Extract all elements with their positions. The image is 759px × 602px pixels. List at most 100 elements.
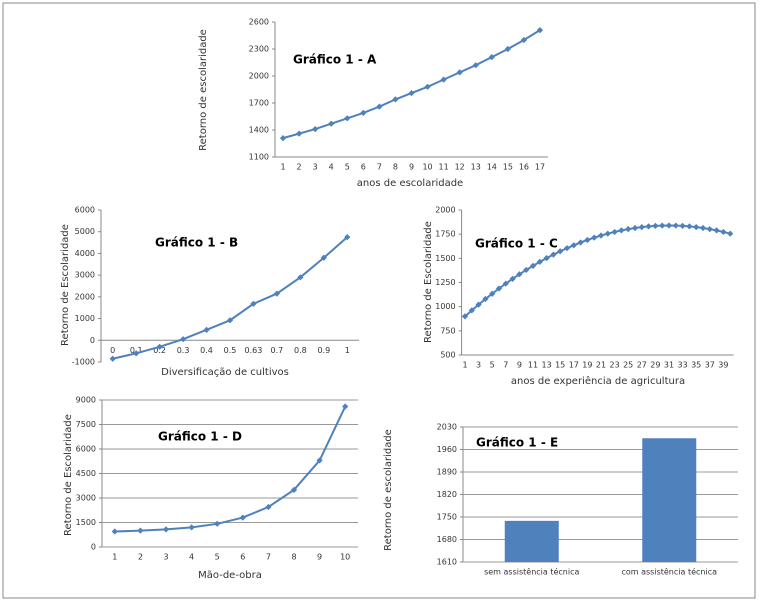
chart-title: Gráfico 1 - E	[476, 436, 558, 450]
x-tick-label: 3	[313, 163, 318, 172]
x-tick-label: 17	[535, 163, 545, 172]
x-tick-label: 25	[623, 361, 633, 370]
y-tick-label: 3000	[75, 271, 95, 280]
chart-title: Gráfico 1 - C	[475, 237, 558, 251]
marker	[563, 245, 571, 252]
marker	[584, 236, 591, 244]
x-tick-label: 2	[297, 163, 302, 172]
marker	[475, 301, 482, 308]
y-tick-label: 1750	[437, 513, 457, 522]
marker	[468, 307, 475, 314]
marker	[214, 520, 221, 527]
marker	[502, 280, 509, 287]
y-tick-label: 1000	[435, 302, 455, 311]
x-tick-label: 15	[503, 163, 513, 172]
x-tick-label: 9	[317, 553, 322, 562]
marker	[520, 36, 528, 44]
x-tick-label: 1	[345, 346, 350, 355]
marker	[665, 222, 673, 229]
x-tick-label: 1	[280, 163, 285, 172]
marker	[328, 120, 335, 127]
y-axis-label: Retorno de Escolaridade	[60, 224, 71, 346]
line	[282, 29, 541, 140]
x-tick-label: 39	[718, 361, 728, 370]
marker	[312, 125, 319, 133]
y-tick-label: 3000	[76, 494, 96, 503]
x-tick-label: 11	[528, 361, 538, 370]
x-tick-label: 0.5	[224, 346, 237, 355]
y-tick-label: 1610	[437, 558, 457, 567]
y-tick-label: 1400	[249, 126, 269, 135]
x-tick-label: 4	[329, 163, 334, 172]
x-tick-label: 11	[439, 163, 449, 172]
marker	[133, 350, 140, 357]
marker	[591, 234, 598, 241]
y-axis-label: Retorno de escolaridade	[198, 29, 209, 151]
marker	[290, 486, 298, 493]
marker	[495, 285, 503, 292]
marker	[109, 355, 116, 362]
marker	[523, 266, 530, 274]
marker	[461, 313, 469, 320]
y-tick-label: 2000	[249, 72, 269, 81]
y-tick-label: 1000	[75, 314, 95, 323]
x-tick-label: 10	[422, 163, 432, 172]
y-tick-label: 1500	[435, 254, 455, 263]
chart-title: Gráfico 1 - B	[155, 236, 238, 250]
chart-title: Gráfico 1 - A	[293, 53, 377, 67]
marker	[611, 228, 618, 236]
y-tick-label: 9000	[76, 396, 96, 405]
marker	[392, 96, 399, 103]
x-tick-label: 5	[215, 553, 220, 562]
y-tick-label: 1960	[437, 445, 457, 454]
chart-title: Gráfico 1 - D	[158, 430, 242, 444]
x-tick-label: 0.8	[294, 346, 307, 355]
marker	[638, 223, 645, 231]
marker	[597, 232, 605, 239]
x-axis-label: anos de experiência de agricultura	[511, 375, 685, 387]
marker	[239, 514, 246, 521]
y-tick-label: 2600	[249, 18, 269, 27]
y-tick-label: 1680	[437, 535, 457, 544]
marker	[652, 222, 659, 229]
marker	[265, 503, 272, 511]
y-tick-label: 4000	[75, 249, 95, 258]
marker	[529, 262, 537, 269]
marker	[659, 222, 666, 229]
x-tick-label: 5	[490, 361, 495, 370]
x-tick-label: 0	[110, 346, 115, 355]
marker	[360, 109, 367, 117]
x-tick-label: 6	[361, 163, 366, 172]
marker	[631, 224, 639, 232]
x-tick-label: 14	[487, 163, 497, 172]
marker	[273, 290, 281, 297]
y-axis-label: Retorno de Escolaridade	[63, 414, 74, 536]
marker	[179, 336, 187, 343]
marker	[706, 226, 713, 233]
x-tick-label: 0.3	[177, 346, 190, 355]
marker	[279, 134, 287, 142]
x-axis-label: Diversificação de cultivos	[161, 367, 289, 378]
marker	[713, 227, 720, 234]
x-tick-label: 13	[542, 361, 552, 370]
x-tick-label: 21	[596, 361, 606, 370]
bar	[504, 520, 559, 562]
x-tick-label: 8	[393, 163, 398, 172]
x-tick-label: 19	[582, 361, 592, 370]
marker	[727, 230, 734, 237]
marker	[550, 251, 557, 258]
y-axis-label: Retorno de Escolaridade	[423, 221, 434, 343]
x-axis-label: Mão-de-obra	[198, 570, 262, 581]
x-tick-label: 27	[637, 361, 647, 370]
marker	[604, 230, 611, 237]
marker	[679, 222, 686, 229]
y-tick-label: 7500	[76, 420, 96, 429]
line	[114, 406, 347, 533]
x-tick-label: 0.9	[317, 346, 330, 355]
x-tick-label: 0.7	[271, 346, 284, 355]
x-tick-label: 0.63	[245, 346, 263, 355]
y-tick-label: 6000	[75, 206, 95, 215]
x-tick-label: 29	[650, 361, 660, 370]
y-tick-label: 4500	[76, 469, 96, 478]
